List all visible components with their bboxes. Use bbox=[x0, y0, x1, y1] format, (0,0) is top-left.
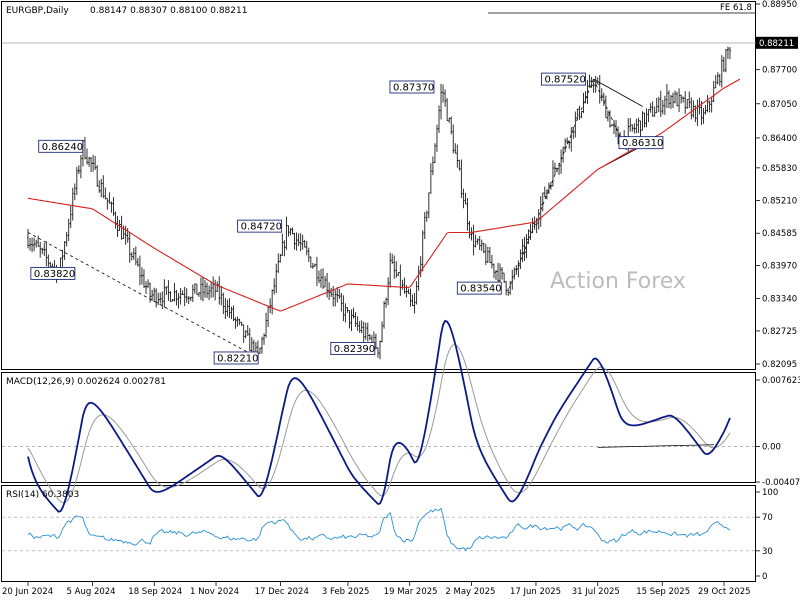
price-annotation-box bbox=[618, 136, 664, 150]
x-tick-label: 2 May 2025 bbox=[445, 587, 495, 597]
price-tick-label: 0.88950 bbox=[762, 0, 797, 10]
x-tick-label: 17 Jun 2025 bbox=[510, 587, 561, 597]
price-annotation-label: 0.86240 bbox=[42, 142, 83, 153]
price-annotation-label: 0.83820 bbox=[34, 269, 75, 280]
x-tick-label: 19 Mar 2025 bbox=[384, 587, 438, 597]
rsi-panel-frame bbox=[1, 485, 756, 582]
macd-signal-line bbox=[27, 344, 731, 504]
price-annotation-box bbox=[30, 266, 76, 280]
price-tick-label: 0.84585 bbox=[762, 229, 797, 239]
fe-label: FE 61.8 bbox=[720, 3, 752, 13]
macd-tick-label: 0.00 bbox=[762, 442, 781, 452]
price-annotation-label: 0.87520 bbox=[545, 75, 586, 86]
macd-tick-label: -0.004073 bbox=[762, 478, 800, 488]
rsi-tick-label: 100 bbox=[762, 488, 778, 498]
current-price-label: 0.88211 bbox=[759, 39, 794, 49]
price-annotation-box bbox=[456, 281, 502, 295]
price-annotation-label: 0.82210 bbox=[217, 353, 258, 364]
x-tick-label: 17 Dec 2024 bbox=[255, 587, 309, 597]
rsi-title: RSI(14) 60.3803 bbox=[6, 490, 79, 500]
price-tick-label: 0.82725 bbox=[762, 327, 797, 337]
macd-line bbox=[27, 319, 731, 513]
chart-ohlc: 0.88147 0.88307 0.88100 0.88211 bbox=[90, 6, 247, 16]
price-tick-label: 0.83340 bbox=[762, 295, 797, 305]
price-annotation-box bbox=[541, 72, 586, 86]
price-tick-label: 0.82095 bbox=[762, 360, 797, 370]
current-price-box bbox=[756, 36, 798, 49]
x-tick-label: 18 Sep 2024 bbox=[128, 587, 182, 597]
rsi-tick-label: 70 bbox=[762, 513, 773, 523]
x-tick-label: 3 Feb 2025 bbox=[322, 587, 370, 597]
macd-panel-frame bbox=[1, 372, 756, 483]
watermark: Action Forex bbox=[550, 269, 686, 294]
price-tick-label: 0.85830 bbox=[762, 164, 797, 174]
x-tick-label: 1 Nov 2024 bbox=[190, 587, 239, 597]
x-tick-label: 20 Jun 2024 bbox=[2, 587, 53, 597]
down-trendline bbox=[27, 232, 259, 359]
rsi-tick-label: 0 bbox=[762, 572, 767, 582]
macd-title: MACD(12,26,9) 0.002624 0.002781 bbox=[6, 377, 166, 387]
x-tick-label: 5 Aug 2024 bbox=[67, 587, 116, 597]
moving-average-line bbox=[27, 78, 741, 312]
x-tick-label: 29 Oct 2025 bbox=[698, 587, 751, 597]
price-annotation-label: 0.83540 bbox=[460, 284, 501, 295]
price-annotation-label: 0.86310 bbox=[622, 138, 663, 149]
price-annotation-box bbox=[330, 342, 376, 355]
price-tick-label: 0.85210 bbox=[762, 196, 797, 206]
x-tick-label: 15 Sep 2025 bbox=[636, 587, 690, 597]
price-annotation-label: 0.82390 bbox=[334, 344, 375, 355]
price-tick-label: 0.83970 bbox=[762, 262, 797, 272]
x-tick-label: 31 Jul 2025 bbox=[572, 587, 620, 597]
chart-symbol: EURGBP,Daily bbox=[6, 6, 69, 16]
price-annotation-box bbox=[389, 80, 435, 94]
price-tick-label: 0.87700 bbox=[762, 66, 797, 76]
price-annotation-label: 0.84720 bbox=[241, 222, 282, 233]
price-tick-label: 0.86400 bbox=[762, 134, 797, 144]
price-annotation-label: 0.87370 bbox=[393, 82, 434, 93]
rsi-line bbox=[27, 507, 731, 551]
price-annotation-box bbox=[213, 351, 259, 365]
price-tick-label: 0.87050 bbox=[762, 100, 797, 110]
price-annotation-box bbox=[38, 139, 84, 153]
triangle-upper-line bbox=[593, 78, 643, 107]
rsi-tick-label: 30 bbox=[762, 547, 773, 557]
macd-trendline bbox=[597, 444, 715, 448]
price-panel-frame bbox=[1, 1, 756, 370]
price-annotation-box bbox=[237, 219, 283, 233]
macd-tick-label: 0.007623 bbox=[762, 376, 800, 386]
